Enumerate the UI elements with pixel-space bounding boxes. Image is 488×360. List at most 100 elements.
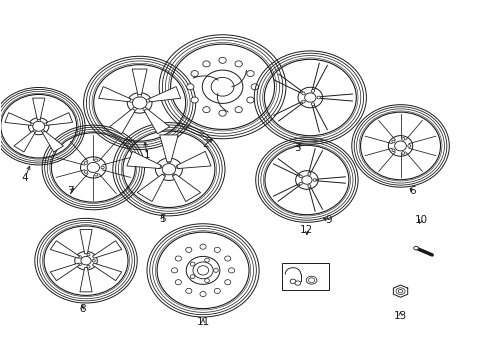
Ellipse shape: [146, 99, 150, 102]
Text: 9: 9: [325, 215, 331, 225]
Ellipse shape: [299, 175, 302, 177]
Ellipse shape: [200, 244, 206, 249]
Polygon shape: [144, 109, 169, 134]
Text: 1: 1: [143, 150, 150, 160]
Ellipse shape: [312, 179, 315, 181]
Ellipse shape: [203, 107, 210, 113]
Text: 8: 8: [79, 304, 85, 314]
Ellipse shape: [44, 123, 47, 126]
Ellipse shape: [246, 97, 254, 103]
Bar: [282, 264, 328, 290]
Ellipse shape: [30, 123, 33, 126]
Ellipse shape: [161, 174, 165, 177]
Text: 4: 4: [22, 173, 28, 183]
Ellipse shape: [87, 265, 90, 268]
Ellipse shape: [224, 280, 230, 285]
Ellipse shape: [200, 292, 206, 297]
Ellipse shape: [94, 159, 98, 162]
Ellipse shape: [401, 152, 404, 154]
Ellipse shape: [228, 268, 234, 273]
Ellipse shape: [310, 103, 314, 105]
Ellipse shape: [213, 269, 218, 272]
Polygon shape: [132, 69, 147, 95]
Ellipse shape: [190, 275, 195, 279]
Ellipse shape: [190, 262, 195, 266]
Ellipse shape: [224, 256, 230, 261]
Polygon shape: [177, 151, 211, 168]
Polygon shape: [46, 113, 72, 125]
Ellipse shape: [84, 171, 87, 173]
Ellipse shape: [87, 253, 90, 256]
Ellipse shape: [84, 162, 87, 164]
Polygon shape: [80, 267, 92, 292]
Ellipse shape: [219, 57, 226, 63]
Ellipse shape: [294, 281, 300, 285]
Ellipse shape: [185, 247, 191, 252]
Polygon shape: [126, 151, 161, 168]
Polygon shape: [160, 135, 178, 162]
Text: 6: 6: [408, 186, 415, 197]
Ellipse shape: [204, 279, 209, 283]
Ellipse shape: [307, 185, 310, 187]
Ellipse shape: [175, 256, 181, 261]
Ellipse shape: [185, 288, 191, 293]
Polygon shape: [42, 131, 63, 152]
Polygon shape: [14, 131, 35, 152]
Ellipse shape: [175, 280, 181, 285]
Ellipse shape: [94, 173, 98, 176]
Ellipse shape: [407, 145, 410, 147]
Ellipse shape: [33, 130, 36, 132]
Polygon shape: [92, 241, 122, 258]
Ellipse shape: [158, 165, 162, 168]
Polygon shape: [92, 263, 122, 281]
Ellipse shape: [41, 130, 44, 132]
Ellipse shape: [310, 90, 314, 92]
Polygon shape: [50, 263, 80, 281]
Ellipse shape: [204, 258, 209, 262]
Ellipse shape: [391, 140, 394, 143]
Text: 5: 5: [159, 214, 165, 224]
Ellipse shape: [132, 107, 136, 111]
Ellipse shape: [299, 183, 302, 185]
Ellipse shape: [78, 256, 81, 258]
Ellipse shape: [307, 173, 310, 175]
Text: 12: 12: [300, 225, 313, 235]
Ellipse shape: [186, 84, 194, 90]
Ellipse shape: [305, 276, 316, 284]
Polygon shape: [109, 109, 135, 134]
Ellipse shape: [176, 165, 180, 168]
Ellipse shape: [219, 110, 226, 116]
Text: 3: 3: [293, 143, 300, 153]
Ellipse shape: [142, 107, 146, 111]
Polygon shape: [137, 174, 165, 202]
Ellipse shape: [246, 71, 254, 77]
Ellipse shape: [214, 288, 220, 293]
Ellipse shape: [235, 61, 242, 67]
Ellipse shape: [138, 94, 142, 97]
Ellipse shape: [78, 263, 81, 266]
Ellipse shape: [316, 96, 320, 99]
Ellipse shape: [37, 119, 41, 121]
Ellipse shape: [191, 71, 198, 77]
Text: 13: 13: [393, 311, 407, 321]
Polygon shape: [33, 98, 45, 119]
Text: 7: 7: [67, 186, 74, 197]
Text: 10: 10: [414, 215, 427, 225]
Polygon shape: [99, 87, 130, 102]
Ellipse shape: [301, 92, 305, 95]
Ellipse shape: [301, 100, 305, 103]
Ellipse shape: [413, 246, 418, 250]
Polygon shape: [172, 174, 200, 202]
Ellipse shape: [203, 61, 210, 67]
Text: 2: 2: [202, 139, 208, 149]
Ellipse shape: [101, 166, 104, 169]
Polygon shape: [50, 241, 80, 258]
Ellipse shape: [92, 260, 95, 262]
Polygon shape: [5, 113, 31, 125]
Ellipse shape: [171, 268, 177, 273]
Ellipse shape: [235, 107, 242, 113]
Ellipse shape: [191, 97, 198, 103]
Ellipse shape: [289, 279, 295, 283]
Polygon shape: [80, 230, 92, 254]
Ellipse shape: [214, 247, 220, 252]
